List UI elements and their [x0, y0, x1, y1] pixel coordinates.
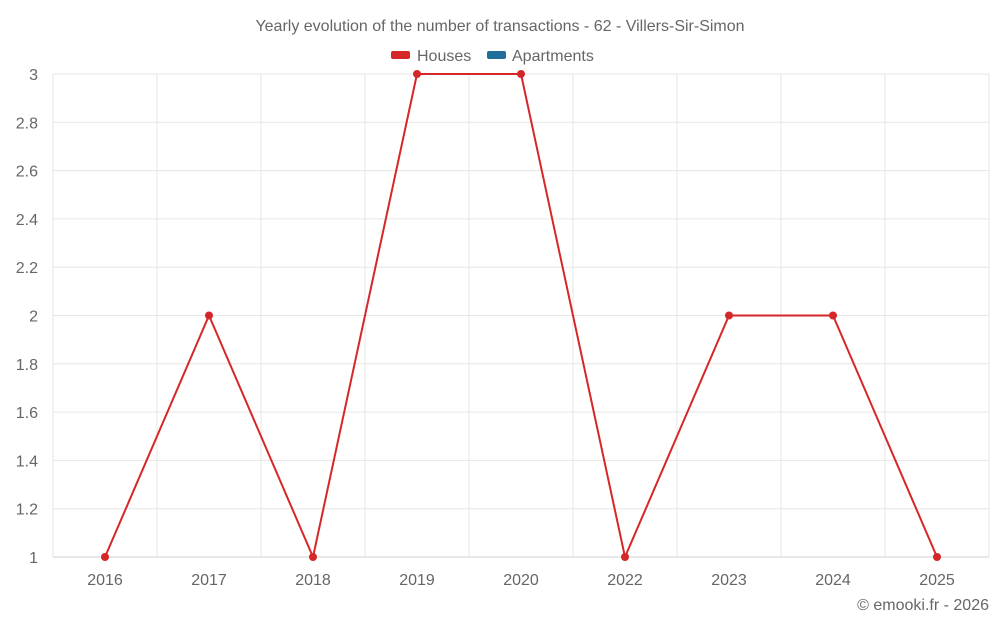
- data-point: [101, 553, 109, 561]
- x-tick-label: 2022: [607, 572, 643, 589]
- x-axis: 2016 2017 2018 2019 2020 2022 2023 2024 2025: [53, 556, 989, 589]
- y-tick-label: 2.2: [16, 260, 38, 277]
- y-tick-label: 1.8: [16, 357, 38, 374]
- plot-area: [101, 70, 941, 561]
- y-axis: 1 1.2 1.4 1.6 1.8 2 2.2 2.4 2.6 2.8 3: [16, 67, 38, 567]
- legend-item-houses[interactable]: Houses: [391, 48, 471, 65]
- legend[interactable]: Houses Apartments: [391, 48, 594, 65]
- x-tick-label: 2018: [295, 572, 331, 589]
- chart-title: Yearly evolution of the number of transa…: [255, 18, 744, 35]
- y-tick-label: 2.8: [16, 115, 38, 132]
- legend-label-houses: Houses: [417, 48, 471, 65]
- y-tick-label: 1: [29, 550, 38, 567]
- legend-label-apartments: Apartments: [512, 48, 594, 65]
- data-point: [205, 311, 213, 320]
- legend-swatch-apartments: [487, 51, 506, 59]
- y-tick-label: 2: [29, 309, 38, 326]
- data-point: [621, 553, 629, 561]
- y-tick-label: 3: [29, 67, 38, 84]
- data-point: [309, 553, 317, 561]
- x-tick-label: 2023: [711, 572, 747, 589]
- legend-swatch-houses: [391, 51, 410, 59]
- y-tick-label: 1.2: [16, 502, 38, 519]
- credit-text: © emooki.fr - 2026: [857, 597, 989, 614]
- grid: [52, 73, 990, 557]
- x-tick-label: 2017: [191, 572, 227, 589]
- data-point: [413, 70, 421, 78]
- x-tick-label: 2024: [815, 572, 851, 589]
- x-tick-label: 2025: [919, 572, 955, 589]
- y-tick-label: 1.4: [16, 453, 38, 470]
- data-point: [725, 311, 733, 320]
- x-tick-label: 2020: [503, 572, 539, 589]
- data-point: [517, 70, 525, 78]
- y-tick-label: 2.4: [16, 212, 38, 229]
- x-tick-label: 2016: [87, 572, 123, 589]
- y-tick-label: 1.6: [16, 405, 38, 422]
- legend-item-apartments[interactable]: Apartments: [487, 48, 594, 65]
- x-tick-label: 2019: [399, 572, 435, 589]
- y-tick-label: 2.6: [16, 164, 38, 181]
- data-point: [829, 311, 837, 320]
- data-point: [933, 553, 941, 561]
